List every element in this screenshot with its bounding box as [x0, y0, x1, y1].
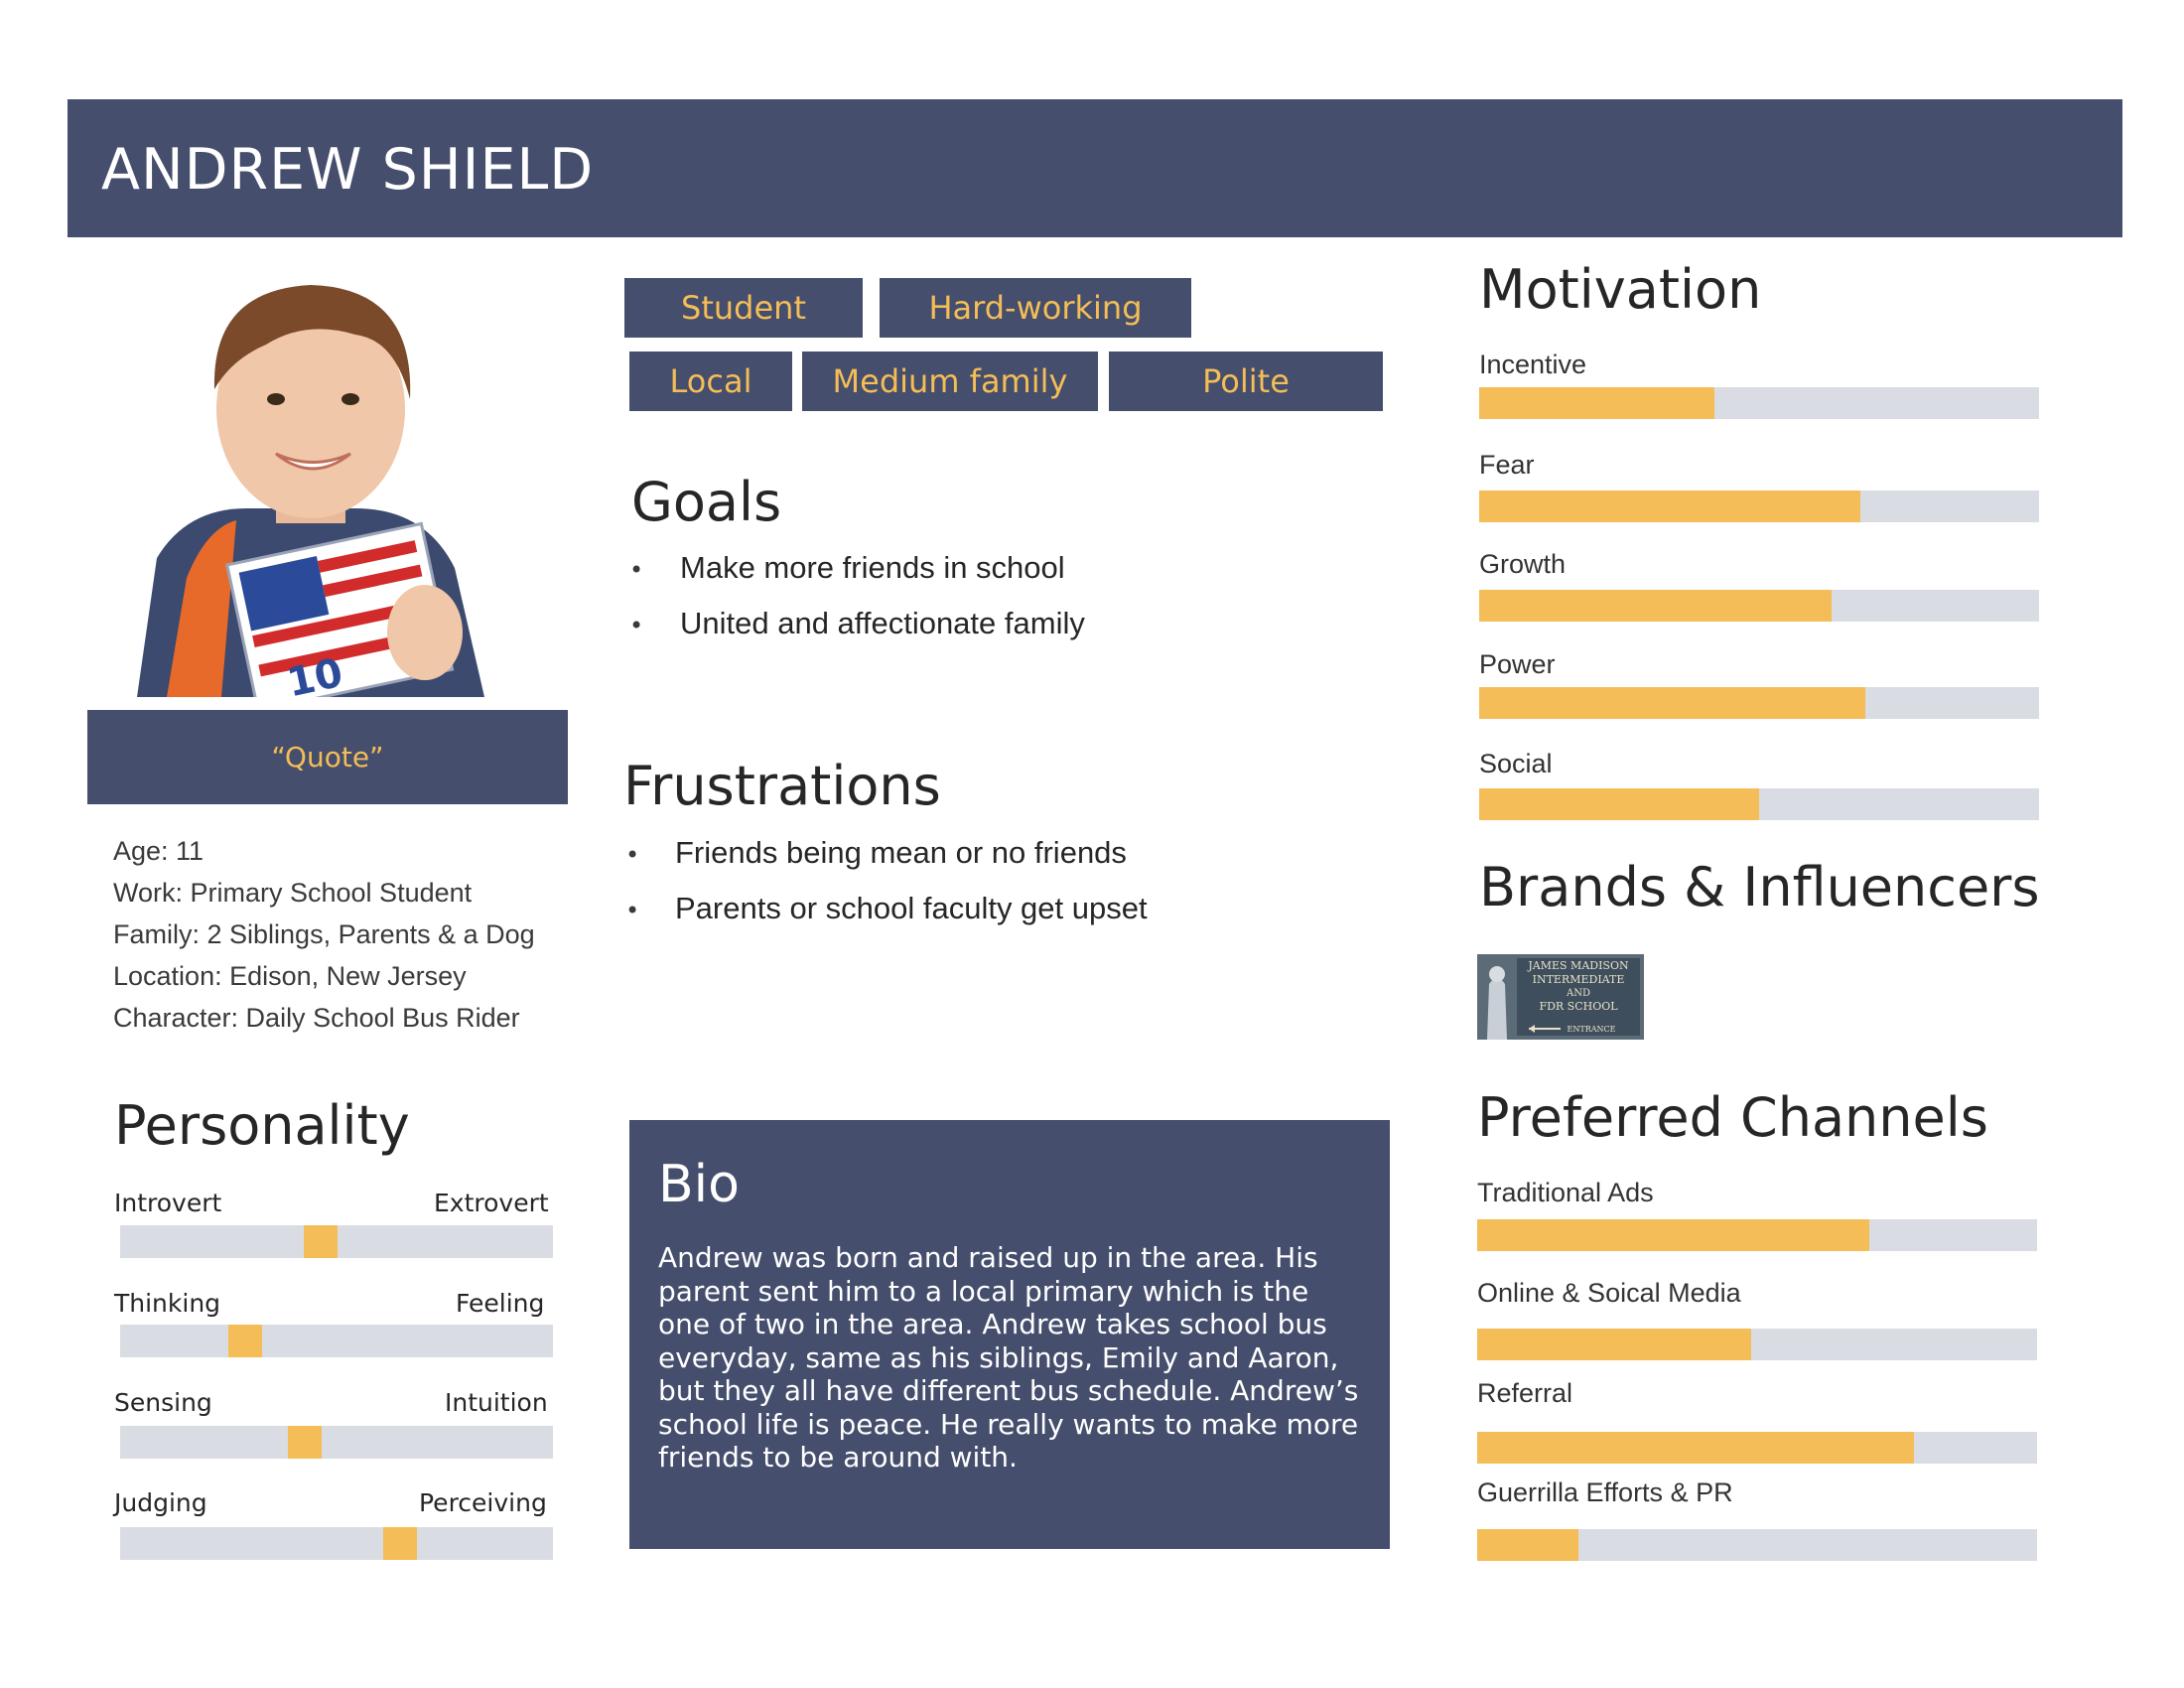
boy-holding-book-icon: 10 — [97, 260, 518, 697]
sign-line: JAMES MADISON — [1527, 959, 1629, 972]
info-work: Work: Primary School Student — [113, 878, 473, 908]
channel-label: Referral — [1477, 1378, 1573, 1408]
trait-left-label: Sensing — [114, 1388, 212, 1417]
trait-marker — [288, 1426, 322, 1459]
channel-label: Online & Soical Media — [1477, 1278, 1741, 1308]
info-location: Location: Edison, New Jersey — [113, 961, 467, 991]
trait-right-label: Intuition — [445, 1388, 548, 1417]
motivation-title: Motivation — [1479, 258, 1762, 321]
trait-marker — [304, 1225, 338, 1258]
channel-bar-fill — [1477, 1432, 1914, 1464]
trait-right-label: Perceiving — [419, 1488, 547, 1517]
channel-bar — [1477, 1219, 2037, 1251]
brands-title: Brands & Influencers — [1479, 856, 2040, 918]
frustration-item: Parents or school faculty get upset — [675, 891, 1148, 925]
goal-item: United and affectionate family — [680, 606, 1085, 640]
sign-line: AND — [1566, 988, 1590, 999]
quote-text: “Quote” — [271, 741, 384, 774]
personality-title: Personality — [114, 1094, 410, 1157]
channel-label: Guerrilla Efforts & PR — [1477, 1477, 1733, 1507]
sign-line: FDR SCHOOL — [1539, 1000, 1618, 1013]
info-character: Character: Daily School Bus Rider — [113, 1003, 520, 1033]
motivation-label: Growth — [1479, 549, 1567, 579]
tag-chip: Student — [624, 278, 863, 338]
bio-title: Bio — [658, 1155, 740, 1214]
motivation-bar-fill — [1479, 788, 1759, 820]
motivation-bar — [1479, 788, 2039, 820]
persona-name: ANDREW SHIELD — [101, 137, 595, 203]
channel-label: Traditional Ads — [1477, 1178, 1654, 1207]
motivation-bar-fill — [1479, 687, 1866, 719]
motivation-label: Social — [1479, 749, 1553, 778]
trait-left-label: Introvert — [114, 1189, 222, 1217]
motivation-label: Incentive — [1479, 350, 1587, 379]
trait-slider — [120, 1325, 553, 1357]
sign-line: ENTRANCE — [1568, 1025, 1616, 1034]
quote-box: “Quote” — [87, 710, 568, 804]
motivation-bar — [1479, 491, 2039, 522]
trait-marker — [228, 1325, 262, 1357]
school-sign-image: JAMES MADISON INTERMEDIATE AND FDR SCHOO… — [1477, 954, 1644, 1040]
tag-chip: Local — [629, 352, 792, 411]
tag-chip: Hard-working — [880, 278, 1191, 338]
motivation-bar-fill — [1479, 387, 1714, 419]
motivation-label: Fear — [1479, 450, 1535, 480]
channel-bar — [1477, 1432, 2037, 1464]
channels-title: Preferred Channels — [1477, 1086, 1988, 1149]
trait-left-label: Judging — [114, 1488, 207, 1517]
motivation-bar — [1479, 687, 2039, 719]
motivation-bar-fill — [1479, 590, 1833, 622]
school-sign-icon: JAMES MADISON INTERMEDIATE AND FDR SCHOO… — [1477, 954, 1644, 1040]
tag-chip: Polite — [1109, 352, 1383, 411]
motivation-label: Power — [1479, 649, 1556, 679]
info-age: Age: 11 — [113, 836, 205, 866]
frustrations-title: Frustrations — [623, 755, 941, 817]
trait-slider — [120, 1527, 553, 1560]
persona-photo: 10 — [97, 260, 518, 697]
sign-line: INTERMEDIATE — [1533, 973, 1625, 986]
trait-slider — [120, 1426, 553, 1459]
header-banner — [68, 99, 2122, 237]
trait-slider — [120, 1225, 553, 1258]
info-family: Family: 2 Siblings, Parents & a Dog — [113, 919, 535, 949]
motivation-bar — [1479, 590, 2039, 622]
motivation-bar-fill — [1479, 491, 1860, 522]
bullet-icon: • — [629, 612, 644, 639]
trait-marker — [383, 1527, 417, 1560]
channel-bar-fill — [1477, 1329, 1752, 1360]
bullet-icon: • — [625, 841, 640, 869]
goal-item: Make more friends in school — [680, 550, 1065, 585]
channel-bar-fill — [1477, 1219, 1869, 1251]
bullet-icon: • — [625, 897, 640, 924]
bullet-icon: • — [629, 556, 644, 584]
channel-bar — [1477, 1529, 2037, 1561]
channel-bar — [1477, 1329, 2037, 1360]
goals-title: Goals — [631, 471, 782, 533]
channel-bar-fill — [1477, 1529, 1578, 1561]
trait-right-label: Extrovert — [434, 1189, 549, 1217]
trait-right-label: Feeling — [456, 1289, 545, 1318]
bio-text: Andrew was born and raised up in the are… — [658, 1241, 1359, 1474]
tag-chip: Medium family — [802, 352, 1098, 411]
frustration-item: Friends being mean or no friends — [675, 835, 1127, 870]
bio-panel — [629, 1120, 1390, 1549]
motivation-bar — [1479, 387, 2039, 419]
trait-left-label: Thinking — [114, 1289, 221, 1318]
